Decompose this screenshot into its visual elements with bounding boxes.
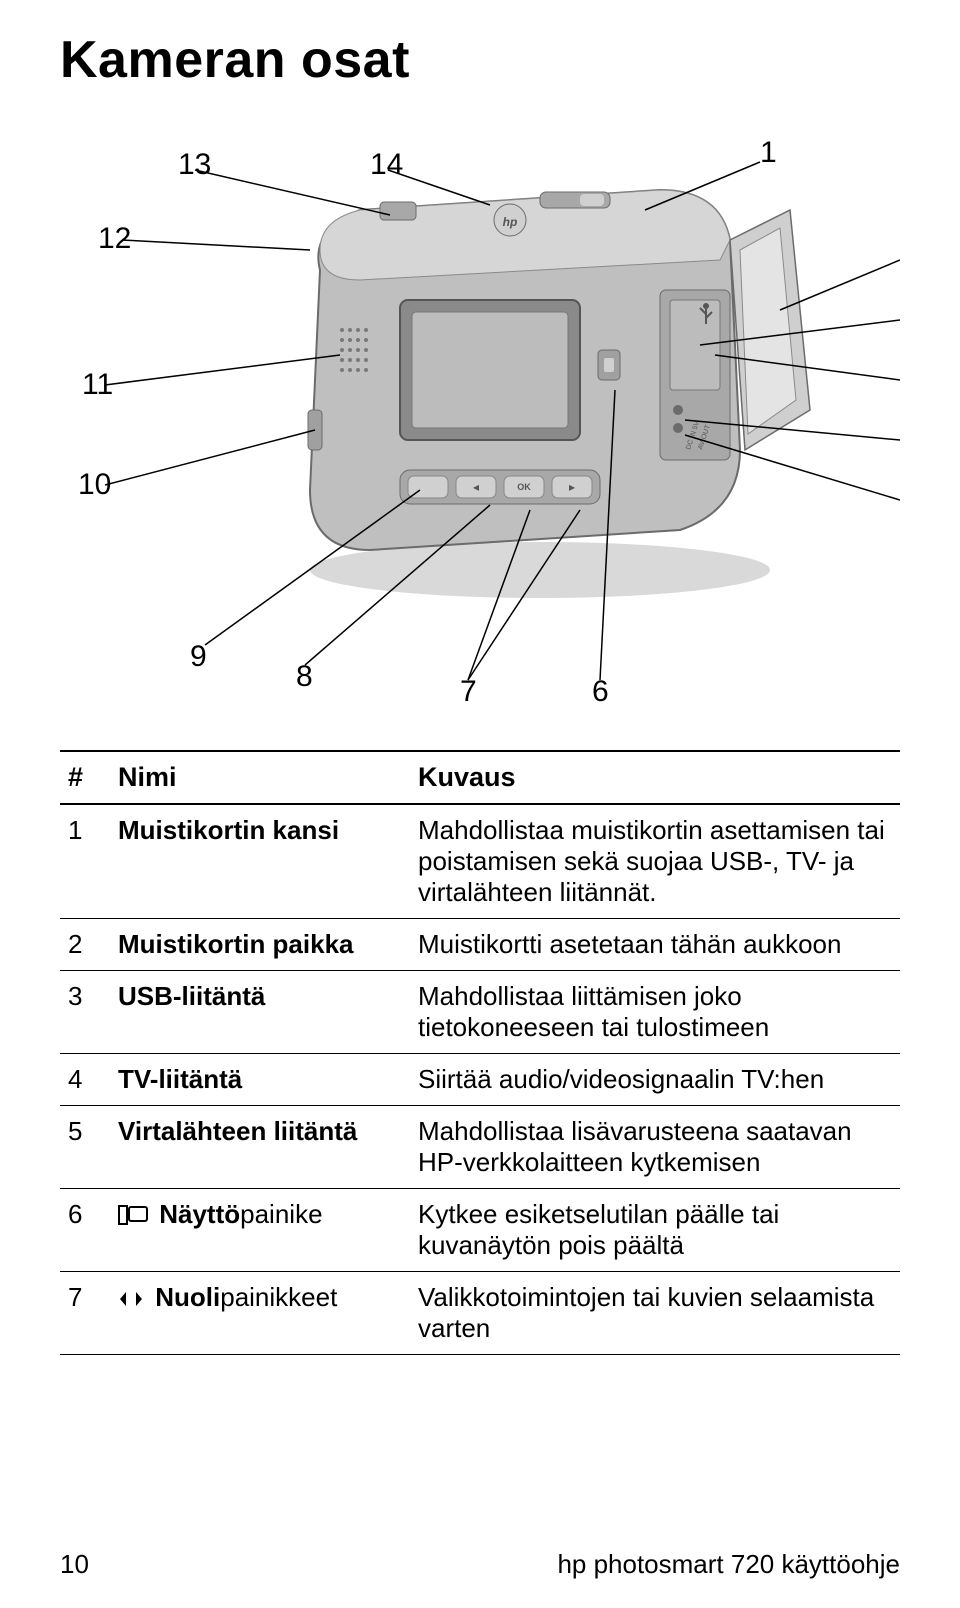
cell-desc: Mahdollistaa lisävarusteena saatavan HP-… (410, 1106, 900, 1189)
cell-num: 6 (60, 1189, 110, 1272)
page-footer: 10 hp photosmart 720 käyttöohje (60, 1549, 900, 1580)
row6-bold: Näyttö (159, 1199, 240, 1229)
cell-num: 2 (60, 919, 110, 971)
table-row: 4 TV-liitäntä Siirtää audio/videosignaal… (60, 1054, 900, 1106)
callout-14: 14 (370, 148, 403, 182)
callout-13: 13 (178, 148, 211, 182)
cell-num: 5 (60, 1106, 110, 1189)
table-row: 5 Virtalähteen liitäntä Mahdollistaa lis… (60, 1106, 900, 1189)
page-title: Kameran osat (60, 30, 900, 90)
callout-6: 6 (592, 675, 609, 709)
row6-rest: painike (240, 1199, 322, 1229)
cell-name: Virtalähteen liitäntä (110, 1106, 410, 1189)
callout-8: 8 (296, 660, 313, 694)
cell-desc: Mahdollistaa muistikortin asettamisen ta… (410, 804, 900, 919)
cell-num: 1 (60, 804, 110, 919)
cell-desc: Kytkee esiketselutilan päälle tai kuvanä… (410, 1189, 900, 1272)
camera-diagram: hp DC IN 5V (60, 110, 900, 730)
callout-10: 10 (78, 468, 111, 502)
cell-desc: Valikkotoimintojen tai kuvien selaamista… (410, 1272, 900, 1355)
cell-name: Nuolipainikkeet (110, 1272, 410, 1355)
table-row: 7 Nuolipainikkeet Valikkotoimintojen tai… (60, 1272, 900, 1355)
cell-num: 3 (60, 971, 110, 1054)
cell-name: Näyttöpainike (110, 1189, 410, 1272)
cell-name: USB-liitäntä (110, 971, 410, 1054)
th-num: # (60, 751, 110, 804)
callout-12: 12 (98, 222, 131, 256)
th-desc: Kuvaus (410, 751, 900, 804)
callout-11: 11 (82, 368, 113, 402)
th-name: Nimi (110, 751, 410, 804)
table-row: 3 USB-liitäntä Mahdollistaa liittämisen … (60, 971, 900, 1054)
table-row: 2 Muistikortin paikka Muistikortti asete… (60, 919, 900, 971)
row7-rest: painikkeet (220, 1282, 337, 1312)
cell-name: Muistikortin paikka (110, 919, 410, 971)
callout-7: 7 (460, 675, 477, 709)
footer-text: hp photosmart 720 käyttöohje (557, 1549, 900, 1580)
cell-desc: Siirtää audio/videosignaalin TV:hen (410, 1054, 900, 1106)
cell-num: 7 (60, 1272, 110, 1355)
row7-bold: Nuoli (155, 1282, 220, 1312)
footer-page: 10 (60, 1549, 89, 1580)
display-icon (118, 1201, 148, 1232)
leader-lines (60, 110, 900, 730)
cell-desc: Mahdollistaa liittämisen joko tietokonee… (410, 971, 900, 1054)
arrows-icon (118, 1284, 144, 1315)
table-row: 1 Muistikortin kansi Mahdollistaa muisti… (60, 804, 900, 919)
cell-num: 4 (60, 1054, 110, 1106)
parts-table: # Nimi Kuvaus 1 Muistikortin kansi Mahdo… (60, 750, 900, 1355)
cell-name: Muistikortin kansi (110, 804, 410, 919)
table-row: 6 Näyttöpainike Kytkee esiketselutilan p… (60, 1189, 900, 1272)
cell-desc: Muistikortti asetetaan tähän aukkoon (410, 919, 900, 971)
callout-9: 9 (190, 640, 207, 674)
cell-name: TV-liitäntä (110, 1054, 410, 1106)
callout-1: 1 (760, 136, 777, 170)
